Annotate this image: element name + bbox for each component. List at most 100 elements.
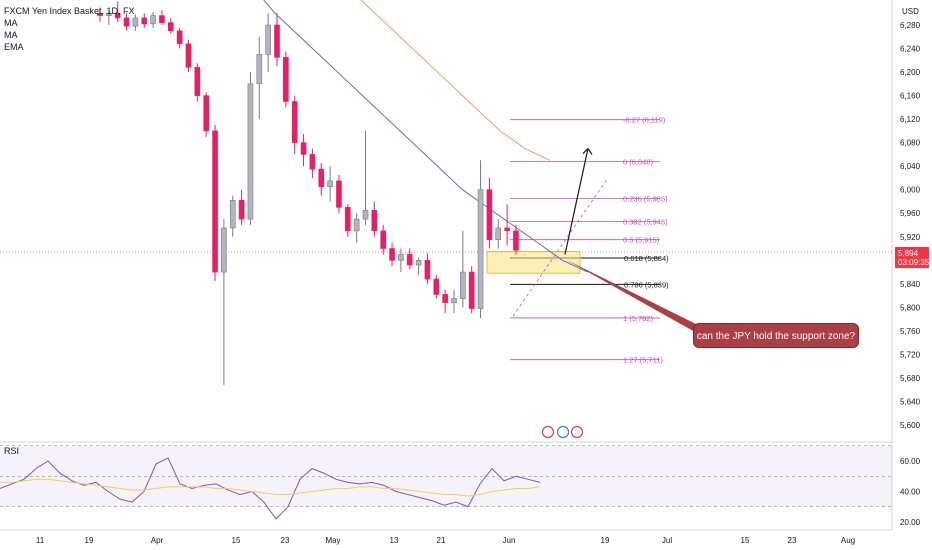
x-tick-label: Jun [503, 536, 516, 545]
symbol-title[interactable]: FXCM Yen Index Basket, 1D, FX [4, 6, 135, 16]
y-tick-label: 5,680 [900, 374, 921, 383]
candle [212, 125, 218, 281]
candle-body [159, 15, 165, 23]
y-tick-label: 5,800 [900, 303, 921, 312]
candle [185, 39, 192, 73]
last-price-tag: 5,894 03:09:35 [895, 247, 929, 268]
candle-body [468, 271, 475, 309]
y-tick-label: 6,160 [900, 92, 921, 101]
candle-body [362, 209, 369, 220]
candle-body [415, 259, 422, 266]
indicator-ma-2[interactable]: MA [4, 30, 18, 40]
candle-body [176, 30, 183, 45]
candle [176, 27, 183, 49]
candle-body [256, 54, 263, 85]
x-tick-label: May [325, 536, 340, 545]
currency-label: USD [902, 7, 919, 16]
indicator-ma-1[interactable]: MA [4, 18, 18, 28]
candle [336, 175, 342, 214]
x-tick-label: Aug [841, 536, 855, 545]
candle-body [318, 168, 325, 188]
support-zone [486, 250, 581, 274]
candle [389, 242, 395, 267]
y-tick-label: 6,200 [900, 68, 921, 77]
candle-body [371, 209, 378, 232]
x-tick-label: 23 [281, 536, 290, 545]
annotation-callout[interactable]: can the JPY hold the support zone? [693, 323, 859, 348]
y-tick-label: 6,040 [900, 162, 921, 171]
x-tick-label: Apr [151, 536, 164, 545]
countdown: 03:09:35 [898, 258, 930, 267]
candle-body [451, 298, 457, 303]
candle-body [141, 17, 148, 25]
candle [274, 13, 280, 67]
candle [477, 160, 484, 318]
x-tick-label: 11 [36, 536, 45, 545]
candle-body [460, 271, 466, 299]
indicator-ema[interactable]: EMA [4, 42, 24, 52]
x-tick-label: 13 [390, 536, 399, 545]
candle [460, 230, 466, 308]
y-tick-label: 5,840 [900, 280, 921, 289]
candle [123, 13, 130, 31]
x-tick-label: 23 [788, 536, 797, 545]
candle-body [344, 207, 351, 232]
candle-body [291, 101, 298, 143]
main-pane-bg [0, 0, 892, 442]
candle-body [300, 142, 307, 155]
candle [424, 253, 431, 284]
flag-icon [556, 425, 570, 439]
candle [309, 148, 316, 178]
candle [141, 13, 148, 28]
candle-body [433, 278, 440, 295]
y-tick-label: 6,080 [900, 139, 921, 148]
candle-body [265, 24, 271, 55]
x-tick-label: 19 [85, 536, 94, 545]
candle-body [123, 17, 130, 27]
y-tick-label: 6,120 [900, 115, 921, 124]
candle-body [336, 180, 342, 208]
candle-body [185, 43, 192, 68]
candle [132, 14, 139, 31]
candle-body [132, 17, 139, 27]
candle [247, 72, 254, 225]
candle-body [398, 254, 404, 261]
candle [203, 92, 209, 137]
candle [433, 275, 440, 299]
candle [486, 177, 493, 249]
candle [318, 163, 325, 196]
x-tick-label: Jul [662, 536, 672, 545]
candle [221, 219, 227, 385]
candle-body [203, 95, 209, 132]
fib-level-label: 1.27 (5,711) [623, 356, 663, 365]
candle [362, 130, 369, 225]
ma-blue-line [263, 0, 588, 273]
fib-level-label: -0.27 (6,119) [623, 116, 666, 125]
y-tick-label: 5,640 [900, 397, 921, 406]
candle-body [106, 12, 112, 16]
candle-body [238, 199, 245, 220]
y-tick-label: 5,720 [900, 350, 921, 359]
candle-body [406, 254, 413, 266]
candle-body [513, 230, 519, 251]
candle-body [274, 24, 280, 58]
candle-body [194, 67, 201, 96]
candle-body [495, 227, 502, 241]
candle [380, 225, 387, 255]
callout-pointer [565, 259, 700, 332]
fib-level-label: 0.5 (5,915) [623, 236, 660, 245]
candle-body [389, 248, 395, 261]
candle [415, 257, 422, 275]
x-tick-label: 15 [232, 536, 241, 545]
candle-body [97, 12, 103, 16]
fib-level-label: 0 (6,048) [623, 157, 654, 166]
candle-body [114, 12, 121, 19]
projection-dashed-line [512, 177, 609, 317]
candle [150, 12, 156, 28]
x-tick-label: 21 [437, 536, 446, 545]
candle-body [504, 227, 510, 232]
rsi-label[interactable]: RSI [4, 446, 20, 456]
candle [106, 10, 112, 25]
candle [468, 266, 475, 314]
